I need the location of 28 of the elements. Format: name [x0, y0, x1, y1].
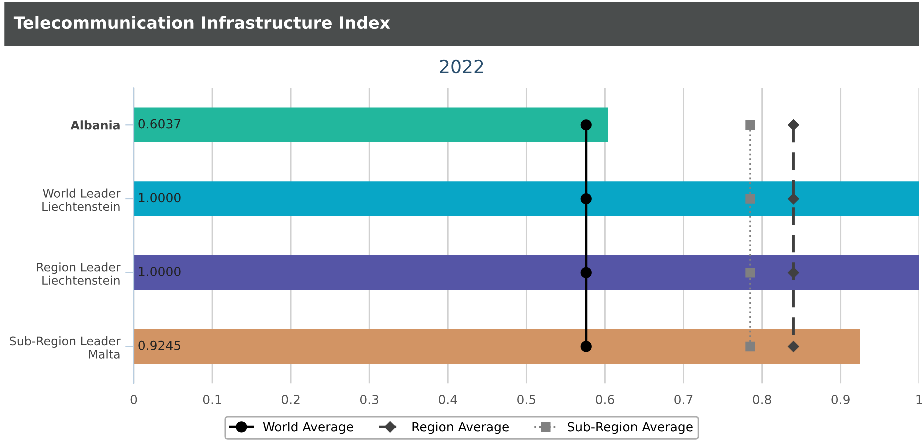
- x-tick-label: 0.3: [360, 395, 379, 404]
- x-tick-label: 0.2: [282, 395, 300, 404]
- chart-subtitle: 2022: [440, 60, 484, 74]
- legend-label: Sub-Region Average: [568, 422, 693, 434]
- x-tick-label: 0.4: [439, 395, 458, 404]
- bar: [134, 182, 920, 216]
- x-tick-label: 0.9: [832, 395, 850, 404]
- x-tick-label: 1: [916, 395, 922, 404]
- y-tick-label: World Leader Liechtenstein: [42, 188, 121, 212]
- data-label: 0.6037: [138, 119, 181, 129]
- legend-label: World Average: [263, 422, 354, 434]
- y-tick-label: Albania: [70, 120, 120, 130]
- bar: [134, 329, 860, 364]
- bar: [134, 256, 920, 290]
- data-label: 1.0000: [139, 193, 181, 203]
- legend-label: Region Average: [412, 422, 509, 434]
- y-tick-label: Sub-Region Leader Malta: [10, 336, 121, 359]
- data-label: 1.0000: [139, 267, 181, 276]
- x-tick-label: 0.8: [753, 395, 772, 404]
- x-tick-label: 0.1: [203, 395, 222, 404]
- x-tick-label: 0: [130, 395, 138, 404]
- data-label: 0.9245: [138, 340, 181, 350]
- y-tick-label: Region Leader Liechtenstein: [37, 262, 121, 286]
- x-tick-label: 0.5: [518, 395, 536, 404]
- bar: [134, 108, 608, 142]
- x-tick-label: 0.7: [674, 395, 693, 404]
- chart-title: Telecommunication Infrastructure Index: [14, 16, 390, 30]
- x-tick-label: 0.6: [596, 395, 614, 404]
